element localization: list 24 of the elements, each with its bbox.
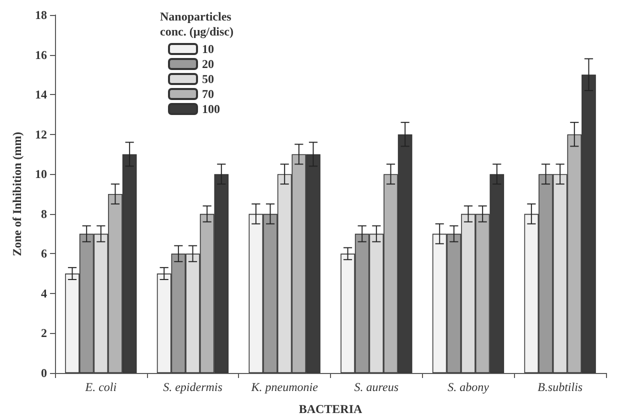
x-tick-label: E. coli bbox=[84, 380, 117, 394]
x-tick-label: K. pneumonie bbox=[250, 380, 319, 394]
legend-title: Nanoparticles conc. (μg/disc) bbox=[160, 10, 234, 38]
y-tick-label: 16 bbox=[35, 48, 47, 62]
y-tick-label: 4 bbox=[41, 286, 47, 300]
x-tick-label: S. aureus bbox=[354, 380, 399, 394]
y-tick-label: 12 bbox=[35, 127, 47, 142]
y-tick-label: 10 bbox=[35, 167, 47, 182]
x-axis-title: BACTERIA bbox=[298, 402, 362, 416]
y-tick-label: 14 bbox=[35, 88, 47, 102]
y-axis-title: Zone of Inhibition (mm) bbox=[10, 132, 24, 256]
legend-label: 50 bbox=[202, 72, 214, 86]
y-tick-label: 18 bbox=[35, 8, 47, 22]
legend-label: 70 bbox=[202, 87, 214, 101]
y-tick-label: 8 bbox=[41, 206, 47, 221]
x-tick-label: B.subtilis bbox=[538, 380, 583, 394]
x-tick-label: S. abony bbox=[448, 380, 490, 394]
y-tick-label: 0 bbox=[41, 366, 47, 380]
y-tick-label: 2 bbox=[41, 326, 47, 340]
legend-label: 10 bbox=[202, 42, 214, 56]
legend-label: 100 bbox=[202, 102, 220, 116]
y-tick-label: 6 bbox=[41, 246, 47, 261]
x-tick-label: S. epidermis bbox=[163, 380, 223, 394]
legend-label: 20 bbox=[202, 57, 214, 71]
